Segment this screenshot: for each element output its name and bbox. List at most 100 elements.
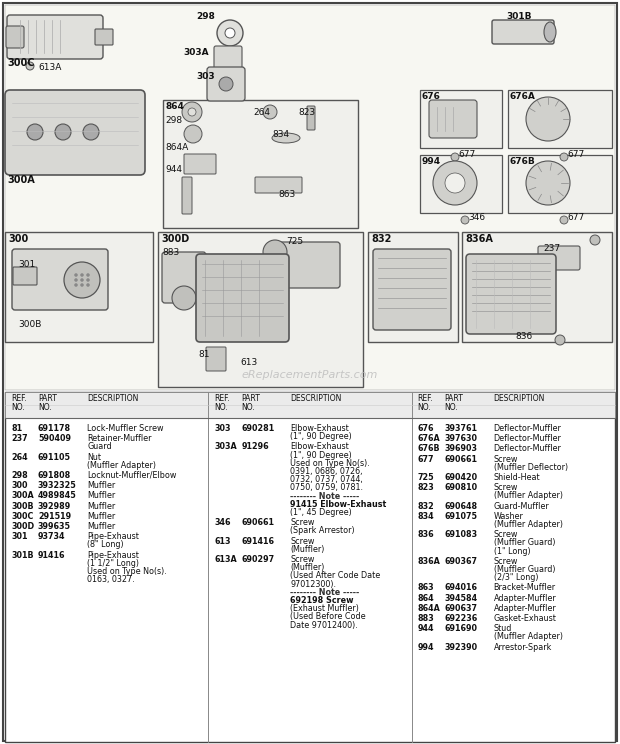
Text: 691690: 691690 [445, 624, 477, 633]
Text: 396903: 396903 [445, 444, 477, 453]
Circle shape [87, 278, 89, 281]
FancyBboxPatch shape [206, 347, 226, 371]
Text: (Muffler Adapter): (Muffler Adapter) [494, 520, 563, 529]
Text: 397630: 397630 [445, 434, 477, 443]
Bar [5, 232, 153, 342]
Text: (1 1/2" Long): (1 1/2" Long) [87, 559, 139, 568]
Circle shape [184, 125, 202, 143]
FancyBboxPatch shape [429, 100, 477, 138]
Text: 0732, 0737, 0744,: 0732, 0737, 0744, [290, 475, 363, 484]
Text: Used on Type No(s).: Used on Type No(s). [290, 459, 370, 468]
Circle shape [263, 240, 287, 264]
Text: 300D: 300D [11, 522, 34, 531]
Text: 944: 944 [165, 165, 182, 174]
Text: Guard: Guard [87, 443, 112, 452]
Text: 864: 864 [165, 102, 184, 111]
Text: Pipe-Exhaust: Pipe-Exhaust [87, 551, 139, 559]
Text: 0391, 0686, 0726,: 0391, 0686, 0726, [290, 467, 363, 476]
Text: 690661: 690661 [445, 455, 477, 464]
Text: DESCRIPTION: DESCRIPTION [87, 394, 138, 403]
Text: 836A: 836A [418, 557, 441, 565]
Text: 994: 994 [418, 643, 434, 652]
Text: 863: 863 [418, 583, 434, 592]
Text: 300A: 300A [11, 491, 33, 501]
Bar [462, 232, 612, 342]
Text: 613A: 613A [215, 555, 237, 564]
Circle shape [526, 161, 570, 205]
Text: 864A: 864A [165, 143, 188, 152]
Text: 392989: 392989 [38, 501, 71, 510]
Text: PART: PART [445, 394, 464, 403]
Text: 691075: 691075 [445, 512, 477, 521]
Text: 590409: 590409 [38, 434, 71, 443]
Text: (1", 45 Degree): (1", 45 Degree) [290, 508, 352, 517]
Circle shape [560, 153, 568, 161]
Text: (Muffler Guard): (Muffler Guard) [494, 565, 555, 574]
Text: 291519: 291519 [38, 512, 71, 521]
Text: 298: 298 [11, 471, 28, 480]
Bar [5, 5, 615, 390]
Text: 91296: 91296 [241, 443, 269, 452]
Text: 692198 Screw: 692198 Screw [290, 596, 354, 605]
Text: 691083: 691083 [445, 530, 478, 539]
Text: 301B: 301B [11, 551, 33, 559]
FancyBboxPatch shape [13, 267, 37, 285]
Circle shape [433, 161, 477, 205]
Text: NO.: NO. [11, 403, 25, 412]
Text: DESCRIPTION: DESCRIPTION [290, 394, 342, 403]
Bar [5, 392, 615, 418]
Text: 836: 836 [515, 332, 532, 341]
Text: -------- Note -----: -------- Note ----- [290, 492, 360, 501]
FancyBboxPatch shape [95, 29, 113, 45]
Text: Stud: Stud [494, 624, 512, 633]
Text: 81: 81 [198, 350, 210, 359]
Text: Bracket-Muffler: Bracket-Muffler [494, 583, 556, 592]
Text: 399635: 399635 [38, 522, 71, 531]
Text: 834: 834 [418, 512, 434, 521]
Text: 690648: 690648 [445, 501, 478, 510]
Text: (Muffler): (Muffler) [290, 563, 325, 572]
Text: 690810: 690810 [445, 483, 478, 493]
Text: 91416: 91416 [38, 551, 66, 559]
Text: 836A: 836A [465, 234, 493, 244]
Text: 346: 346 [215, 519, 231, 527]
Text: Muffler: Muffler [87, 512, 115, 521]
Text: 677: 677 [567, 150, 584, 159]
Bar [368, 232, 458, 342]
Text: 303A: 303A [215, 443, 237, 452]
Text: 264: 264 [11, 452, 28, 461]
Text: 725: 725 [418, 473, 434, 482]
Text: Lock-Muffler Screw: Lock-Muffler Screw [87, 424, 164, 433]
Bar [163, 100, 358, 228]
Text: Screw: Screw [494, 557, 518, 565]
Text: 676: 676 [418, 424, 434, 433]
Text: 944: 944 [418, 624, 434, 633]
Text: 4989845: 4989845 [38, 491, 77, 501]
Circle shape [560, 216, 568, 224]
Text: 300B: 300B [18, 320, 42, 329]
Text: (Muffler Adapter): (Muffler Adapter) [87, 461, 156, 469]
FancyBboxPatch shape [307, 106, 315, 130]
FancyBboxPatch shape [207, 67, 245, 101]
FancyBboxPatch shape [255, 177, 302, 193]
Circle shape [219, 77, 233, 91]
Text: DESCRIPTION: DESCRIPTION [494, 394, 545, 403]
Text: 300: 300 [8, 234, 29, 244]
Text: 691178: 691178 [38, 424, 71, 433]
Text: (Used Before Code: (Used Before Code [290, 612, 366, 621]
Text: 300A: 300A [7, 175, 35, 185]
Circle shape [451, 153, 459, 161]
Text: 676B: 676B [418, 444, 440, 453]
Circle shape [74, 283, 78, 286]
Text: (Muffler Deflector): (Muffler Deflector) [494, 463, 568, 472]
Circle shape [188, 108, 196, 116]
Text: 237: 237 [11, 434, 28, 443]
Text: (1" Long): (1" Long) [494, 547, 530, 556]
Text: 613: 613 [215, 536, 231, 545]
Circle shape [461, 216, 469, 224]
Text: Muffler: Muffler [87, 481, 115, 490]
Text: 300D: 300D [161, 234, 189, 244]
Text: 303A: 303A [183, 48, 208, 57]
Text: NO.: NO. [38, 403, 51, 412]
Text: 694016: 694016 [445, 583, 477, 592]
